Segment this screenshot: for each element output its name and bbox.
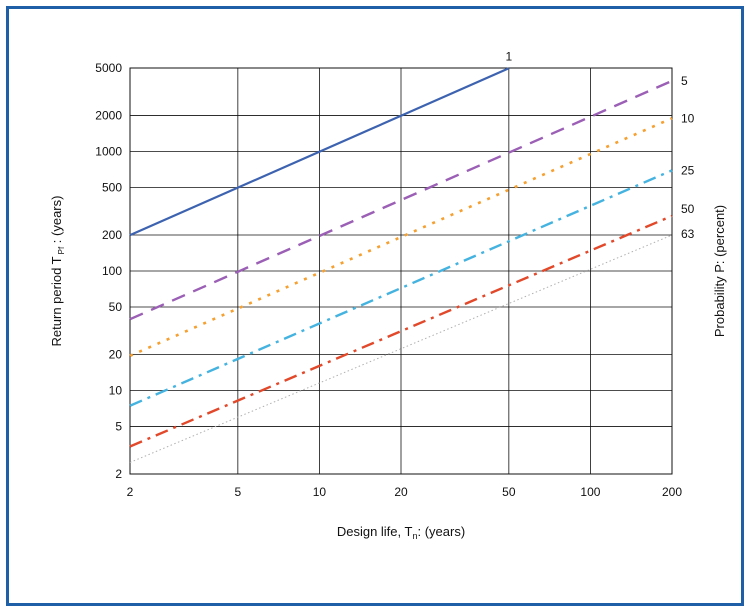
y-tick-label: 500	[102, 180, 122, 194]
x-tick-label: 50	[502, 485, 516, 499]
series-labels: 1 5 10 25 50 63	[505, 49, 694, 241]
series-label-10: 10	[681, 111, 695, 125]
x-tick-label: 5	[234, 485, 241, 499]
y2-axis-label: Probability P: (percent)	[712, 205, 727, 337]
series-line-1	[129, 67, 510, 237]
y-tick-label: 5	[115, 419, 122, 433]
plot-area	[129, 67, 673, 475]
series-label-5: 5	[681, 74, 688, 88]
y-axis-ticks: 2 5 10 20 50 100 200 500 1000 2000 5000	[95, 61, 122, 481]
y-tick-label: 2000	[95, 109, 122, 123]
series-label-63: 63	[681, 227, 695, 241]
x-tick-label: 200	[662, 485, 682, 499]
y-axis-label: Return period TPf : (years)	[49, 196, 66, 347]
y-tick-label: 5000	[95, 61, 122, 75]
series-label-25: 25	[681, 163, 695, 177]
y-tick-label: 100	[102, 264, 122, 278]
figure-frame: 2 5 10 20 50 100 200 2 5 10 20 50 100 200 500 1000 2000…	[6, 6, 744, 606]
x-axis-ticks: 2 5 10 20 50 100 200	[127, 485, 683, 499]
x-tick-label: 100	[580, 485, 600, 499]
series-label-50: 50	[681, 202, 695, 216]
series-lines	[129, 67, 673, 463]
y-tick-label: 20	[109, 348, 123, 362]
series-line-5	[129, 79, 673, 321]
x-tick-label: 2	[127, 485, 134, 499]
y-tick-label: 10	[109, 383, 123, 397]
x-tick-label: 20	[394, 485, 408, 499]
x-tick-label: 10	[313, 485, 327, 499]
return-period-chart: 2 5 10 20 50 100 200 2510205010020050010002000…	[49, 49, 727, 541]
y-tick-label: 50	[109, 300, 123, 314]
y-tick-label: 200	[102, 228, 122, 242]
y-tick-label: 2	[115, 467, 122, 481]
series-label-1: 1	[505, 49, 512, 63]
y-tick-label: 1000	[95, 145, 122, 159]
x-axis-label: Design life, Tn: (years)	[337, 524, 465, 541]
